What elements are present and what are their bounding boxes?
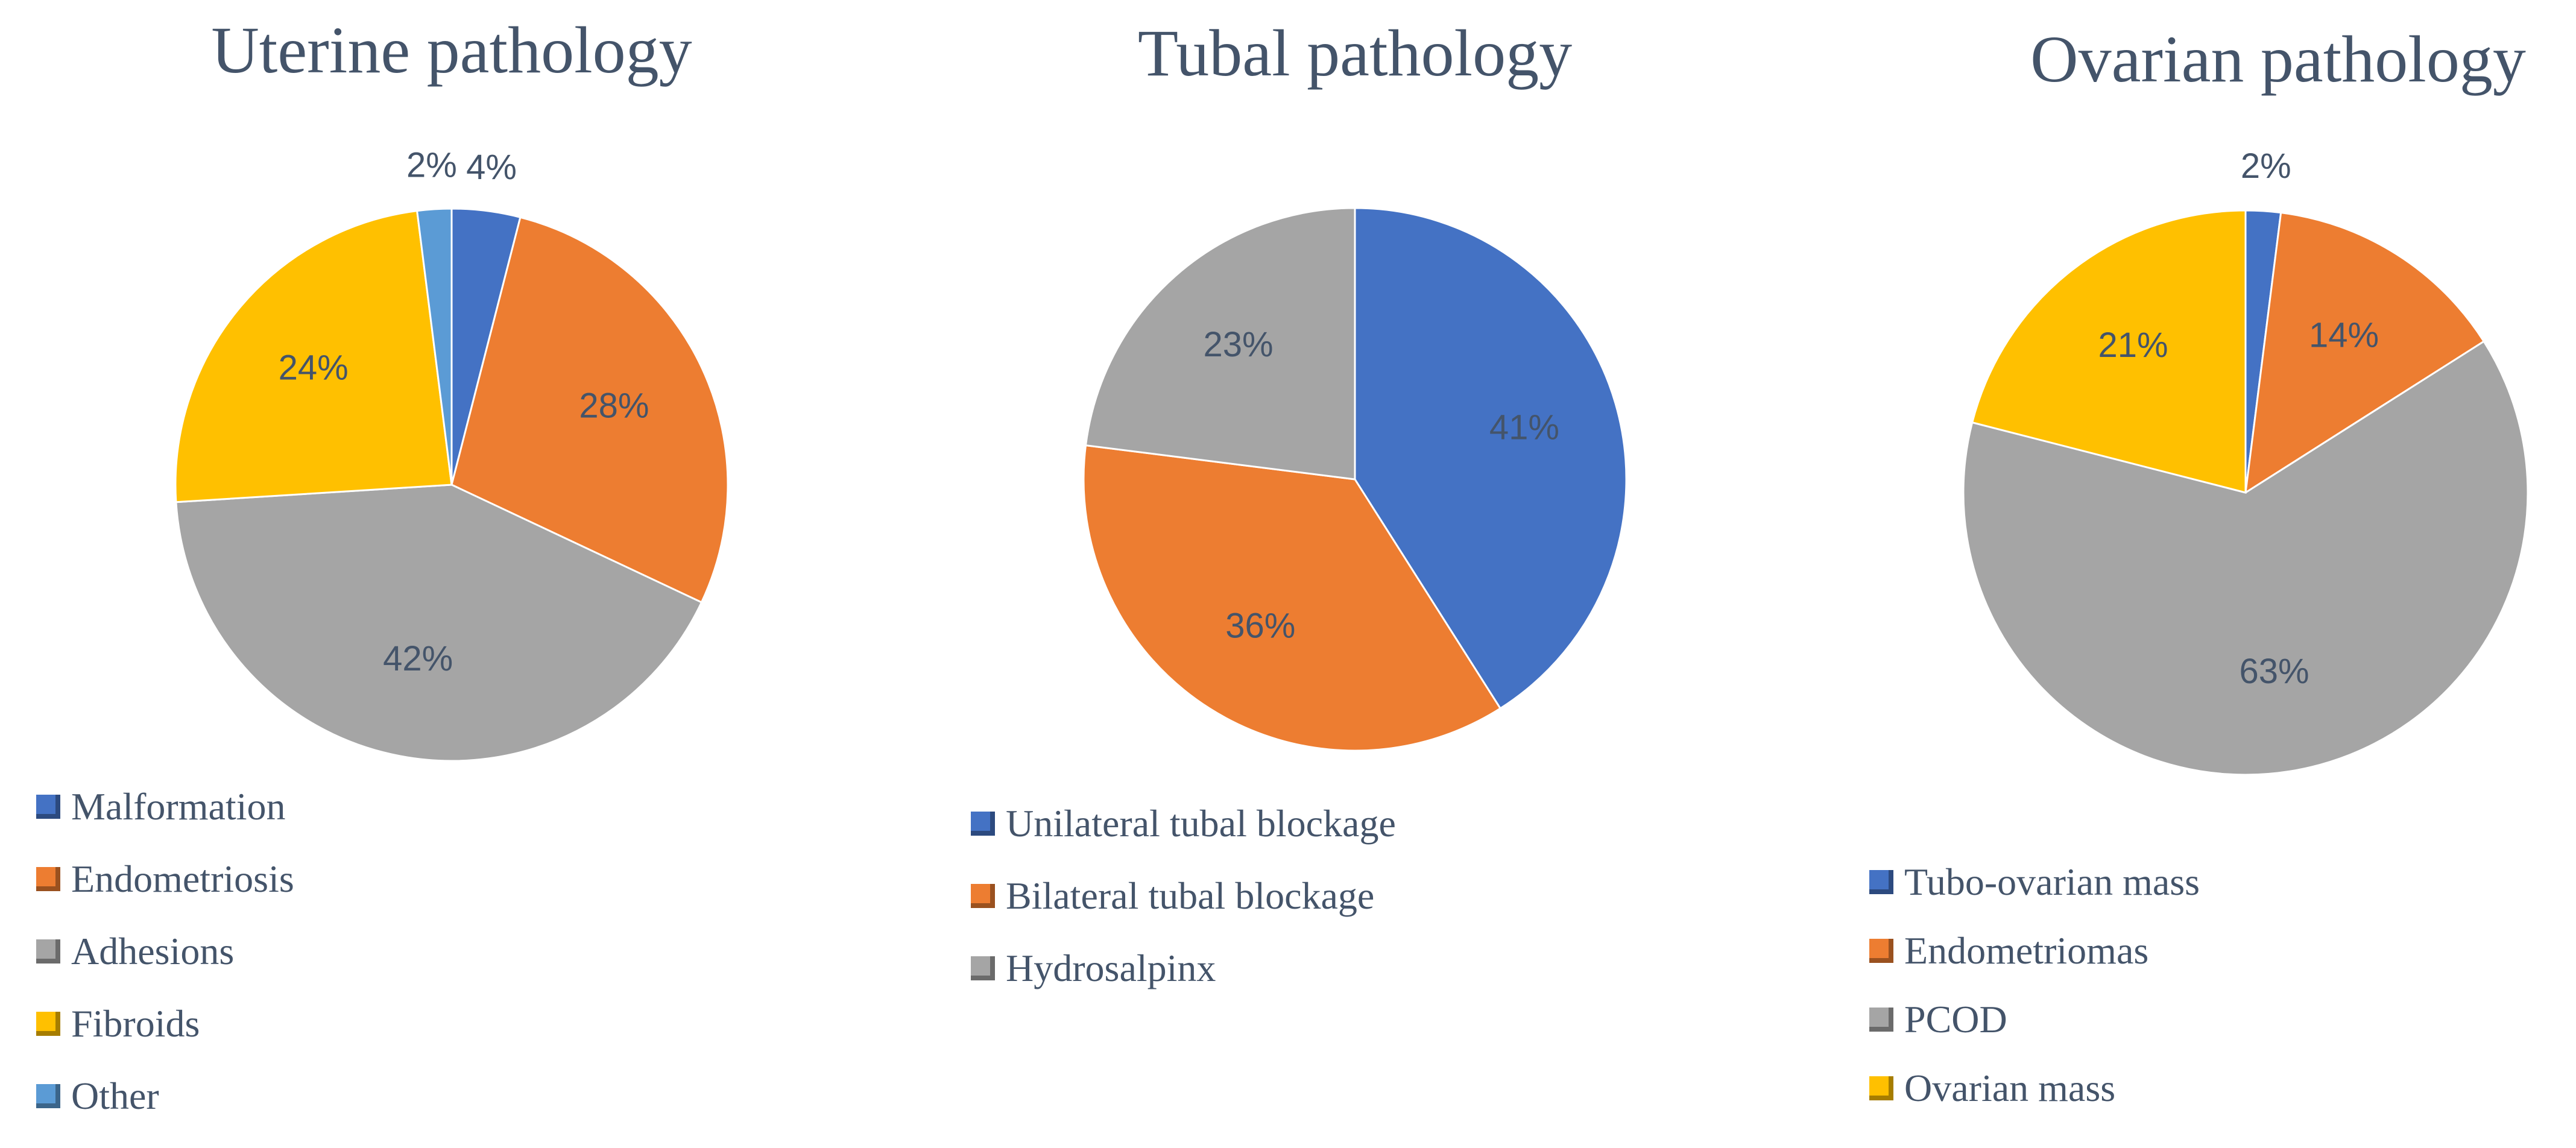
legend-label: Fibroids [71, 1002, 200, 1045]
legend-item: Malformation [36, 778, 294, 836]
legend-swatch [971, 884, 995, 908]
pie-slice [1971, 209, 2247, 494]
legend-item: PCOD [1869, 991, 2200, 1049]
pie-slice [1082, 444, 1502, 752]
legend: Malformation Endometriosis Adhesions Fibroi… [36, 778, 294, 1140]
pie-slice [175, 484, 703, 762]
legend-item: Adhesions [36, 922, 294, 980]
data-label: 2% [406, 146, 457, 185]
pie-slice [2244, 212, 2486, 494]
data-label: 28% [579, 386, 649, 426]
legend-swatch [36, 1084, 60, 1108]
legend-swatch [971, 812, 995, 836]
pie-slice [1354, 207, 1627, 710]
chart-title: Uterine pathology [211, 13, 692, 87]
pie-slice [1084, 207, 1356, 481]
legend-label: PCOD [1904, 998, 2007, 1041]
legend-item: Bilateral tubal blockage [971, 867, 1429, 925]
pie-slice [174, 209, 453, 503]
chart-title: Ovarian pathology [2030, 22, 2526, 96]
legend-label: Malformation [71, 785, 286, 828]
pie-slice [415, 207, 453, 485]
legend-swatch [1869, 1008, 1893, 1032]
legend-label: Tubo-ovarian mass [1904, 860, 2200, 903]
data-label: 14% [2309, 315, 2379, 355]
legend-swatch [1869, 1076, 1893, 1100]
legend-swatch [36, 939, 60, 964]
legend-swatch [36, 1012, 60, 1036]
data-label: 42% [383, 639, 453, 678]
data-label: 24% [279, 348, 349, 388]
legend-swatch [1869, 939, 1893, 963]
legend-swatch [971, 956, 995, 980]
legend-label: Endometriomas [1904, 929, 2149, 972]
data-label: 23% [1204, 325, 1274, 364]
legend-label: Adhesions [71, 930, 235, 973]
legend-item: Other [36, 1067, 294, 1125]
legend-item: Unilateral tubal blockage [971, 795, 1429, 853]
data-label: 4% [466, 148, 517, 187]
legend-item: Fibroids [36, 995, 294, 1053]
legend: Unilateral tubal blockage Bilateral tubal… [971, 795, 1429, 1012]
pie-slice [450, 216, 729, 604]
data-label: 21% [2098, 326, 2168, 365]
legend-item: Endometriosis [36, 850, 294, 908]
legend-label: Unilateral tubal blockage [1006, 802, 1396, 845]
legend-swatch [36, 795, 60, 819]
legend-swatch [36, 867, 60, 891]
data-label: 36% [1225, 606, 1295, 645]
chart-title: Tubal pathology [1138, 16, 1572, 90]
legend-item: Hydrosalpinx [971, 939, 1429, 997]
data-label: 41% [1489, 408, 1559, 447]
data-label: 2% [2241, 147, 2291, 186]
legend-label: Ovarian mass [1904, 1067, 2116, 1109]
legend-label: Other [71, 1074, 159, 1117]
data-label: 63% [2240, 652, 2309, 691]
legend-label: Bilateral tubal blockage [1006, 874, 1375, 917]
legend-label: Hydrosalpinx [1006, 947, 1216, 989]
pie-slice [1962, 340, 2529, 776]
legend-item: Endometriomas [1869, 922, 2200, 980]
legend-item: Tubo-ovarian mass [1869, 853, 2200, 911]
legend: Tubo-ovarian mass Endometriomas PCOD Ovaria… [1869, 853, 2200, 1128]
legend-label: Endometriosis [71, 857, 294, 900]
legend-swatch [1869, 870, 1893, 894]
legend-item: Ovarian mass [1869, 1059, 2200, 1117]
